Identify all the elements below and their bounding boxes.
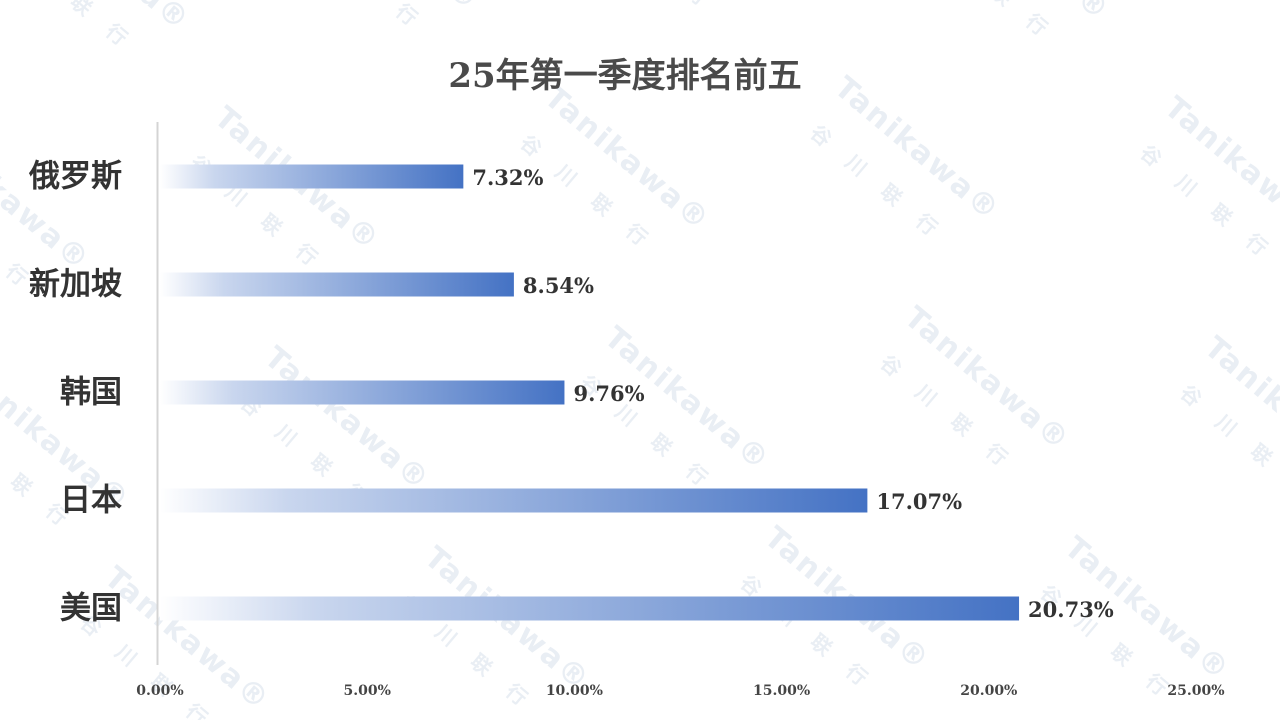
chart-title: 25年第一季度排名前五 [448,56,802,96]
x-tick-label: 25.00% [1167,683,1224,699]
value-label: 17.07% [876,489,962,514]
category-label: 俄罗斯 [28,159,122,195]
bars-layer: 俄罗斯 7.32% 新加坡 8.54% 韩国 9.76% 日本 17.07% 美国 20.73% [28,159,1114,627]
category-label: 新加坡 [29,267,122,303]
x-tick-label: 5.00% [343,683,390,699]
x-tick-label: 20.00% [960,683,1017,699]
bar [160,272,514,297]
bar [160,380,565,405]
x-tick-label: 15.00% [753,683,810,699]
value-label: 9.76% [573,381,644,406]
bar [160,596,1020,621]
x-tick-label: 10.00% [546,683,603,699]
category-label: 美国 [60,591,122,627]
x-axis-ticks: 0.00% 5.00% 10.00% 15.00% 20.00% 25.00% [136,683,1224,699]
bar [160,488,868,513]
x-tick-label: 0.00% [136,683,183,699]
value-label: 8.54% [523,273,594,298]
value-label: 7.32% [472,165,543,190]
value-label: 20.73% [1028,597,1114,622]
category-label: 日本 [60,483,122,519]
category-label: 韩国 [60,375,122,411]
bar [160,164,464,189]
